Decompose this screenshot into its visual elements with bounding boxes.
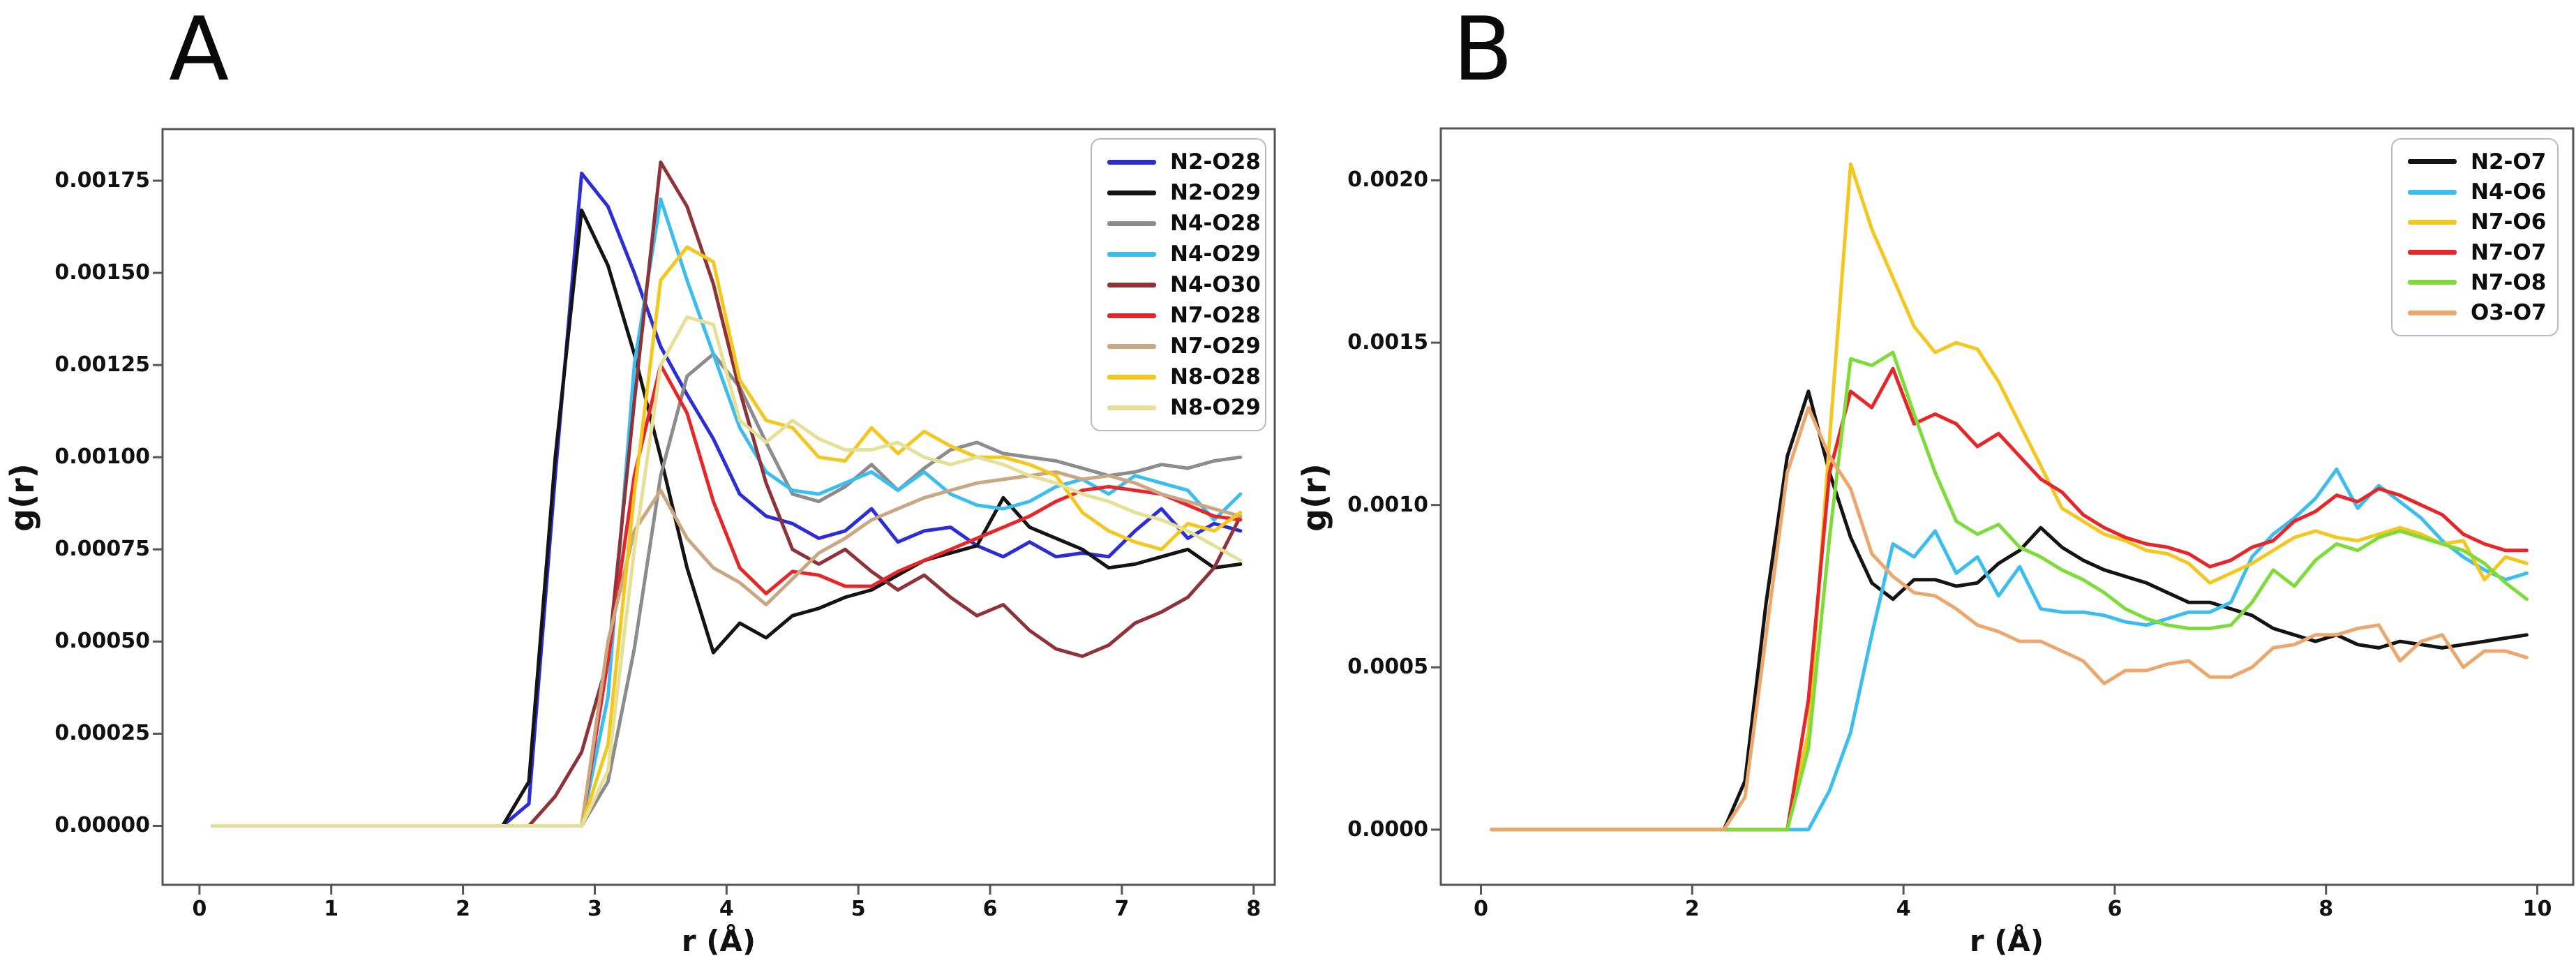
y-tick-label: 0.00150 [54, 260, 150, 285]
x-tick-label: 6 [982, 897, 998, 921]
legend-swatch-N2-O29 [1107, 190, 1156, 195]
legend-label: N7-O28 [1170, 303, 1261, 328]
y-tick-label: 0.00100 [54, 445, 150, 470]
series-line-N2-O7 [1490, 389, 2529, 832]
y-tick-label: 0.00000 [54, 813, 150, 838]
legend-item: N2-O29 [1092, 177, 1265, 208]
legend-item: N7-O8 [2392, 267, 2557, 297]
legend-label: N7-O29 [1170, 334, 1261, 359]
y-tick-label: 0.00075 [54, 537, 150, 562]
legend-label: N8-O29 [1170, 395, 1261, 420]
x-tick-label: 7 [1114, 897, 1130, 921]
legend-item: N7-O6 [2392, 207, 2557, 237]
legend-swatch-O3-O7 [2408, 310, 2457, 315]
legend-label: N7-O7 [2471, 239, 2547, 265]
series-line-N4-O6 [1490, 468, 2529, 832]
legend-item: O3-O7 [2392, 298, 2557, 328]
x-tick-label: 2 [1684, 897, 1700, 921]
x-tick-label: 0 [192, 897, 207, 921]
y-tick-label: 0.0015 [1347, 330, 1428, 355]
legend-swatch-N4-O30 [1107, 282, 1156, 288]
y-tick-label: 0.0005 [1347, 655, 1428, 680]
legend-swatch-N7-O8 [2408, 280, 2457, 285]
legend-swatch-N7-O6 [2408, 219, 2457, 225]
legend-item: N2-O28 [1092, 147, 1265, 177]
y-tick-label: 0.00050 [54, 629, 150, 654]
series-line-N4-O28 [211, 352, 1243, 828]
legend-label: N4-O28 [1170, 211, 1261, 236]
legend-swatch-N7-O7 [2408, 250, 2457, 255]
legend-item: N8-O28 [1092, 361, 1265, 392]
series-line-O3-O7 [1490, 405, 2529, 832]
series-line-N7-O7 [1490, 366, 2529, 832]
legend-swatch-N4-O28 [1107, 221, 1156, 226]
legend-item: N7-O29 [1092, 331, 1265, 361]
panel-a-xlabel: r (Å) [681, 924, 756, 958]
panel-b-xlabel: r (Å) [1969, 924, 2044, 958]
x-tick-label: 10 [2522, 897, 2552, 921]
legend-item: N4-O29 [1092, 239, 1265, 269]
legend-swatch-N7-O29 [1107, 343, 1156, 349]
x-tick-label: 2 [456, 897, 471, 921]
x-tick-label: 0 [1474, 897, 1488, 921]
panel-a-title: A [169, 0, 230, 100]
x-tick-label: 5 [851, 897, 866, 921]
x-tick-label: 3 [587, 897, 602, 921]
legend-label: N2-O7 [2471, 149, 2547, 174]
series-line-N7-O8 [1490, 350, 2529, 832]
x-tick-label: 8 [1246, 897, 1261, 921]
panel-b-plot-border [1439, 127, 2575, 886]
legend-item: N4-O28 [1092, 208, 1265, 239]
panel-a-ylabel: g(r) [8, 463, 42, 532]
legend-swatch-N8-O29 [1107, 405, 1156, 410]
series-line-N7-O29 [211, 470, 1243, 828]
series-line-N7-O6 [1490, 162, 2529, 832]
legend-item: N7-O28 [1092, 300, 1265, 331]
legend-label: N2-O28 [1170, 149, 1261, 174]
series-line-N8-O29 [211, 315, 1243, 828]
panel-b-title: B [1453, 0, 1513, 100]
x-tick-label: 1 [324, 897, 339, 921]
series-line-N2-O28 [211, 171, 1243, 828]
panel-a-plot-border [161, 128, 1276, 886]
series-line-N2-O29 [211, 208, 1243, 828]
legend-item: N7-O7 [2392, 237, 2557, 267]
legend-label: N4-O29 [1170, 241, 1261, 267]
x-tick-label: 8 [2319, 897, 2334, 921]
legend-item: N2-O7 [2392, 147, 2557, 177]
x-tick-label: 4 [1896, 897, 1911, 921]
legend-label: N8-O28 [1170, 364, 1261, 389]
y-tick-label: 0.00175 [54, 167, 150, 193]
y-tick-label: 0.0010 [1347, 492, 1428, 517]
y-tick-label: 0.0020 [1347, 167, 1428, 193]
legend-item: N8-O29 [1092, 392, 1265, 423]
legend-label: N2-O29 [1170, 180, 1261, 205]
legend-label: N7-O6 [2471, 209, 2547, 235]
legend-label: O3-O7 [2471, 300, 2547, 326]
legend-swatch-N7-O28 [1107, 313, 1156, 318]
legend-label: N4-O6 [2471, 179, 2547, 204]
y-tick-label: 0.00125 [54, 352, 150, 378]
legend-swatch-N4-O6 [2408, 189, 2457, 195]
legend-swatch-N2-O7 [2408, 159, 2457, 165]
series-line-N7-O28 [211, 363, 1243, 828]
legend-label: N7-O8 [2471, 269, 2547, 295]
x-tick-label: 4 [719, 897, 734, 921]
panel-a-legend: N2-O28 N2-O29 N4-O28 N4-O29 N4-O30 N7-O28 N7-O… [1091, 138, 1266, 431]
x-tick-label: 6 [2107, 897, 2122, 921]
legend-item: N4-O30 [1092, 269, 1265, 300]
legend-swatch-N4-O29 [1107, 251, 1156, 257]
legend-swatch-N8-O28 [1107, 374, 1156, 380]
y-tick-label: 0.0000 [1347, 816, 1428, 842]
panel-b-legend: N2-O7 N4-O6 N7-O6 N7-O7 N7-O8 O3-O7 [2391, 138, 2559, 336]
series-line-N4-O29 [211, 197, 1243, 828]
legend-item: N4-O6 [2392, 177, 2557, 207]
legend-swatch-N2-O28 [1107, 159, 1156, 165]
legend-label: N4-O30 [1170, 272, 1261, 297]
y-tick-label: 0.00025 [54, 721, 150, 746]
